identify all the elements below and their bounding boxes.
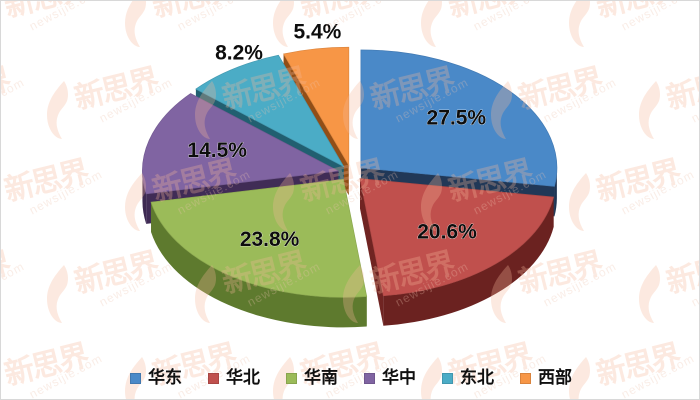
legend-swatch-icon xyxy=(442,373,453,384)
pie-slice-label-1: 20.6% xyxy=(417,221,477,244)
legend-swatch-icon xyxy=(520,373,531,384)
legend-item-label: 华南 xyxy=(304,368,338,388)
pie-slice-0-华东 xyxy=(360,49,558,187)
legend-item-3[interactable]: 华中 xyxy=(364,370,416,387)
pie-slice-wall-1 xyxy=(360,178,384,326)
pie-value-labels: 27.5% 20.6% 23.8% 14.5% 8.2% 5.4% xyxy=(187,20,487,251)
pie-chart: 27.5% 20.6% 23.8% 14.5% 8.2% 5.4% xyxy=(1,1,699,346)
pie-slice-1-华北 xyxy=(359,178,555,297)
legend-swatch-icon xyxy=(208,373,219,384)
pie-slice-label-0: 27.5% xyxy=(427,106,487,129)
legend-swatch-icon xyxy=(286,373,297,384)
legend-item-2[interactable]: 华南 xyxy=(286,370,338,387)
legend-item-label: 华中 xyxy=(382,368,416,388)
pie-slice-label-2: 23.8% xyxy=(240,228,300,251)
legend-item-label: 西部 xyxy=(538,368,572,388)
pie-slice-label-3: 14.5% xyxy=(187,139,247,162)
legend-swatch-icon xyxy=(364,373,375,384)
pie-slice-label-4: 8.2% xyxy=(215,42,263,65)
pie-slice-rim-0 xyxy=(554,168,557,217)
legend-item-0[interactable]: 华东 xyxy=(130,370,182,387)
legend-item-label: 东北 xyxy=(460,368,494,388)
chart-legend: 华东 华北 华南 华中 东北 西部 xyxy=(1,370,699,387)
pie-slice-4-东北 xyxy=(195,54,345,168)
pie-slice-2-华南 xyxy=(150,178,368,298)
legend-swatch-icon xyxy=(130,373,141,384)
pie-chart-svg: 27.5% 20.6% 23.8% 14.5% 8.2% 5.4% xyxy=(142,20,558,328)
legend-item-1[interactable]: 华北 xyxy=(208,370,260,387)
legend-item-label: 华东 xyxy=(148,368,182,388)
pie-slice-3-华中 xyxy=(142,93,340,195)
pie-slice-label-5: 5.4% xyxy=(293,21,341,44)
pie-slice-5-西部 xyxy=(283,46,350,167)
legend-item-4[interactable]: 东北 xyxy=(442,370,494,387)
legend-item-5[interactable]: 西部 xyxy=(520,370,572,387)
pie-slice-rim-1 xyxy=(383,197,554,326)
legend-item-label: 华北 xyxy=(226,368,260,388)
pie-slice-tops xyxy=(142,46,558,298)
